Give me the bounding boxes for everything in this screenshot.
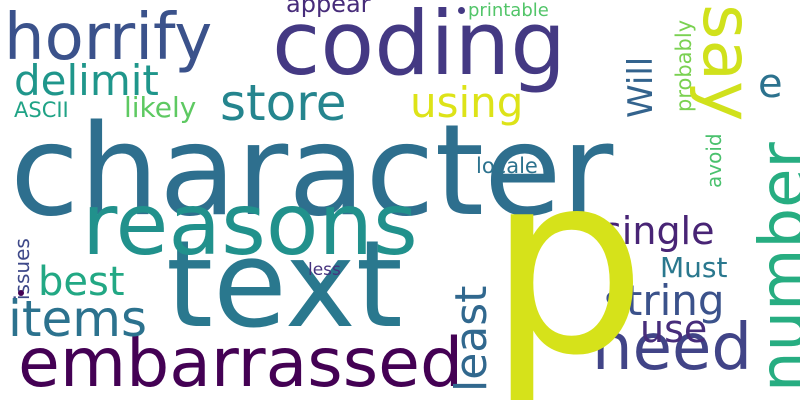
word-best: best [38, 259, 125, 305]
word-number: number [747, 142, 800, 392]
word-will: Will [621, 56, 661, 118]
word-character: character [10, 97, 614, 244]
word-embarrassed: embarrassed [18, 324, 464, 400]
word-must: Must [660, 251, 728, 284]
word-need: need [592, 311, 752, 385]
word-less: less [308, 260, 341, 280]
word-likely: likely [124, 91, 197, 124]
word-e: e [758, 61, 783, 107]
word-string: string [604, 276, 725, 325]
word-using: using [410, 78, 524, 127]
word-say: say [687, 4, 766, 122]
word-single: single [602, 209, 715, 253]
word-reasons: reasons [82, 175, 418, 275]
word-horrify: horrify [4, 1, 213, 75]
word-coding: coding [272, 0, 567, 95]
word-avoid: avoid [702, 133, 726, 188]
word-text: text [166, 216, 403, 355]
word-delimit: delimit [14, 56, 159, 105]
word-least: least [446, 285, 497, 392]
dot-marker [458, 7, 465, 14]
word-use: use [640, 307, 708, 351]
word-p: p [488, 119, 647, 400]
word-ascii: ASCII [14, 98, 69, 122]
word-store: store [220, 74, 347, 132]
dot-marker [18, 290, 24, 296]
word-items: items [8, 290, 148, 348]
word-locale: locale [476, 154, 538, 178]
word-printable: printable [468, 0, 549, 21]
word-appear: appear [286, 0, 371, 18]
